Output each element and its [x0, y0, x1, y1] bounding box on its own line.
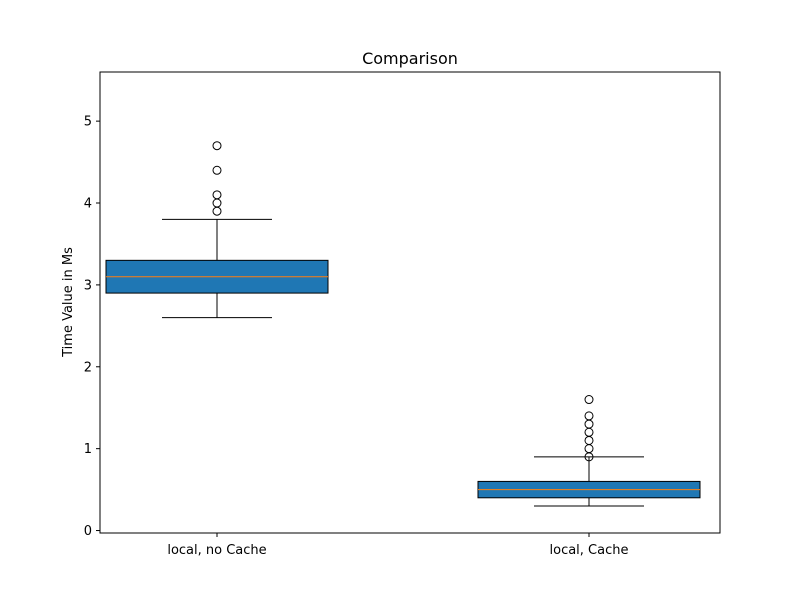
x-tick-label: local, Cache: [550, 543, 629, 558]
outlier-point: [584, 411, 594, 421]
outlier-point: [584, 444, 594, 454]
outlier-point: [584, 419, 594, 429]
plot-area: 0 1 2 3 4 5 local, no Cache local, Cache: [84, 115, 701, 558]
y-tick-label: 5: [84, 115, 92, 130]
y-tick-label: 1: [84, 442, 92, 457]
outlier-point: [584, 395, 594, 405]
y-axis-label: Time Value in Ms: [61, 247, 76, 358]
outlier-point: [584, 435, 594, 445]
outlier-point: [212, 190, 222, 200]
outlier-point: [584, 427, 594, 437]
y-tick-label: 4: [84, 197, 92, 212]
axes-frame: [99, 71, 721, 534]
y-tick-label: 3: [84, 278, 92, 293]
outlier-point: [212, 141, 222, 151]
outlier-point: [212, 198, 222, 208]
y-tick-label: 2: [84, 360, 92, 375]
outlier-point: [212, 206, 222, 216]
chart-title: Comparison: [362, 49, 458, 68]
outlier-point: [212, 165, 222, 175]
y-tick-label: 0: [84, 524, 92, 539]
x-tick-label: local, no Cache: [167, 543, 266, 558]
